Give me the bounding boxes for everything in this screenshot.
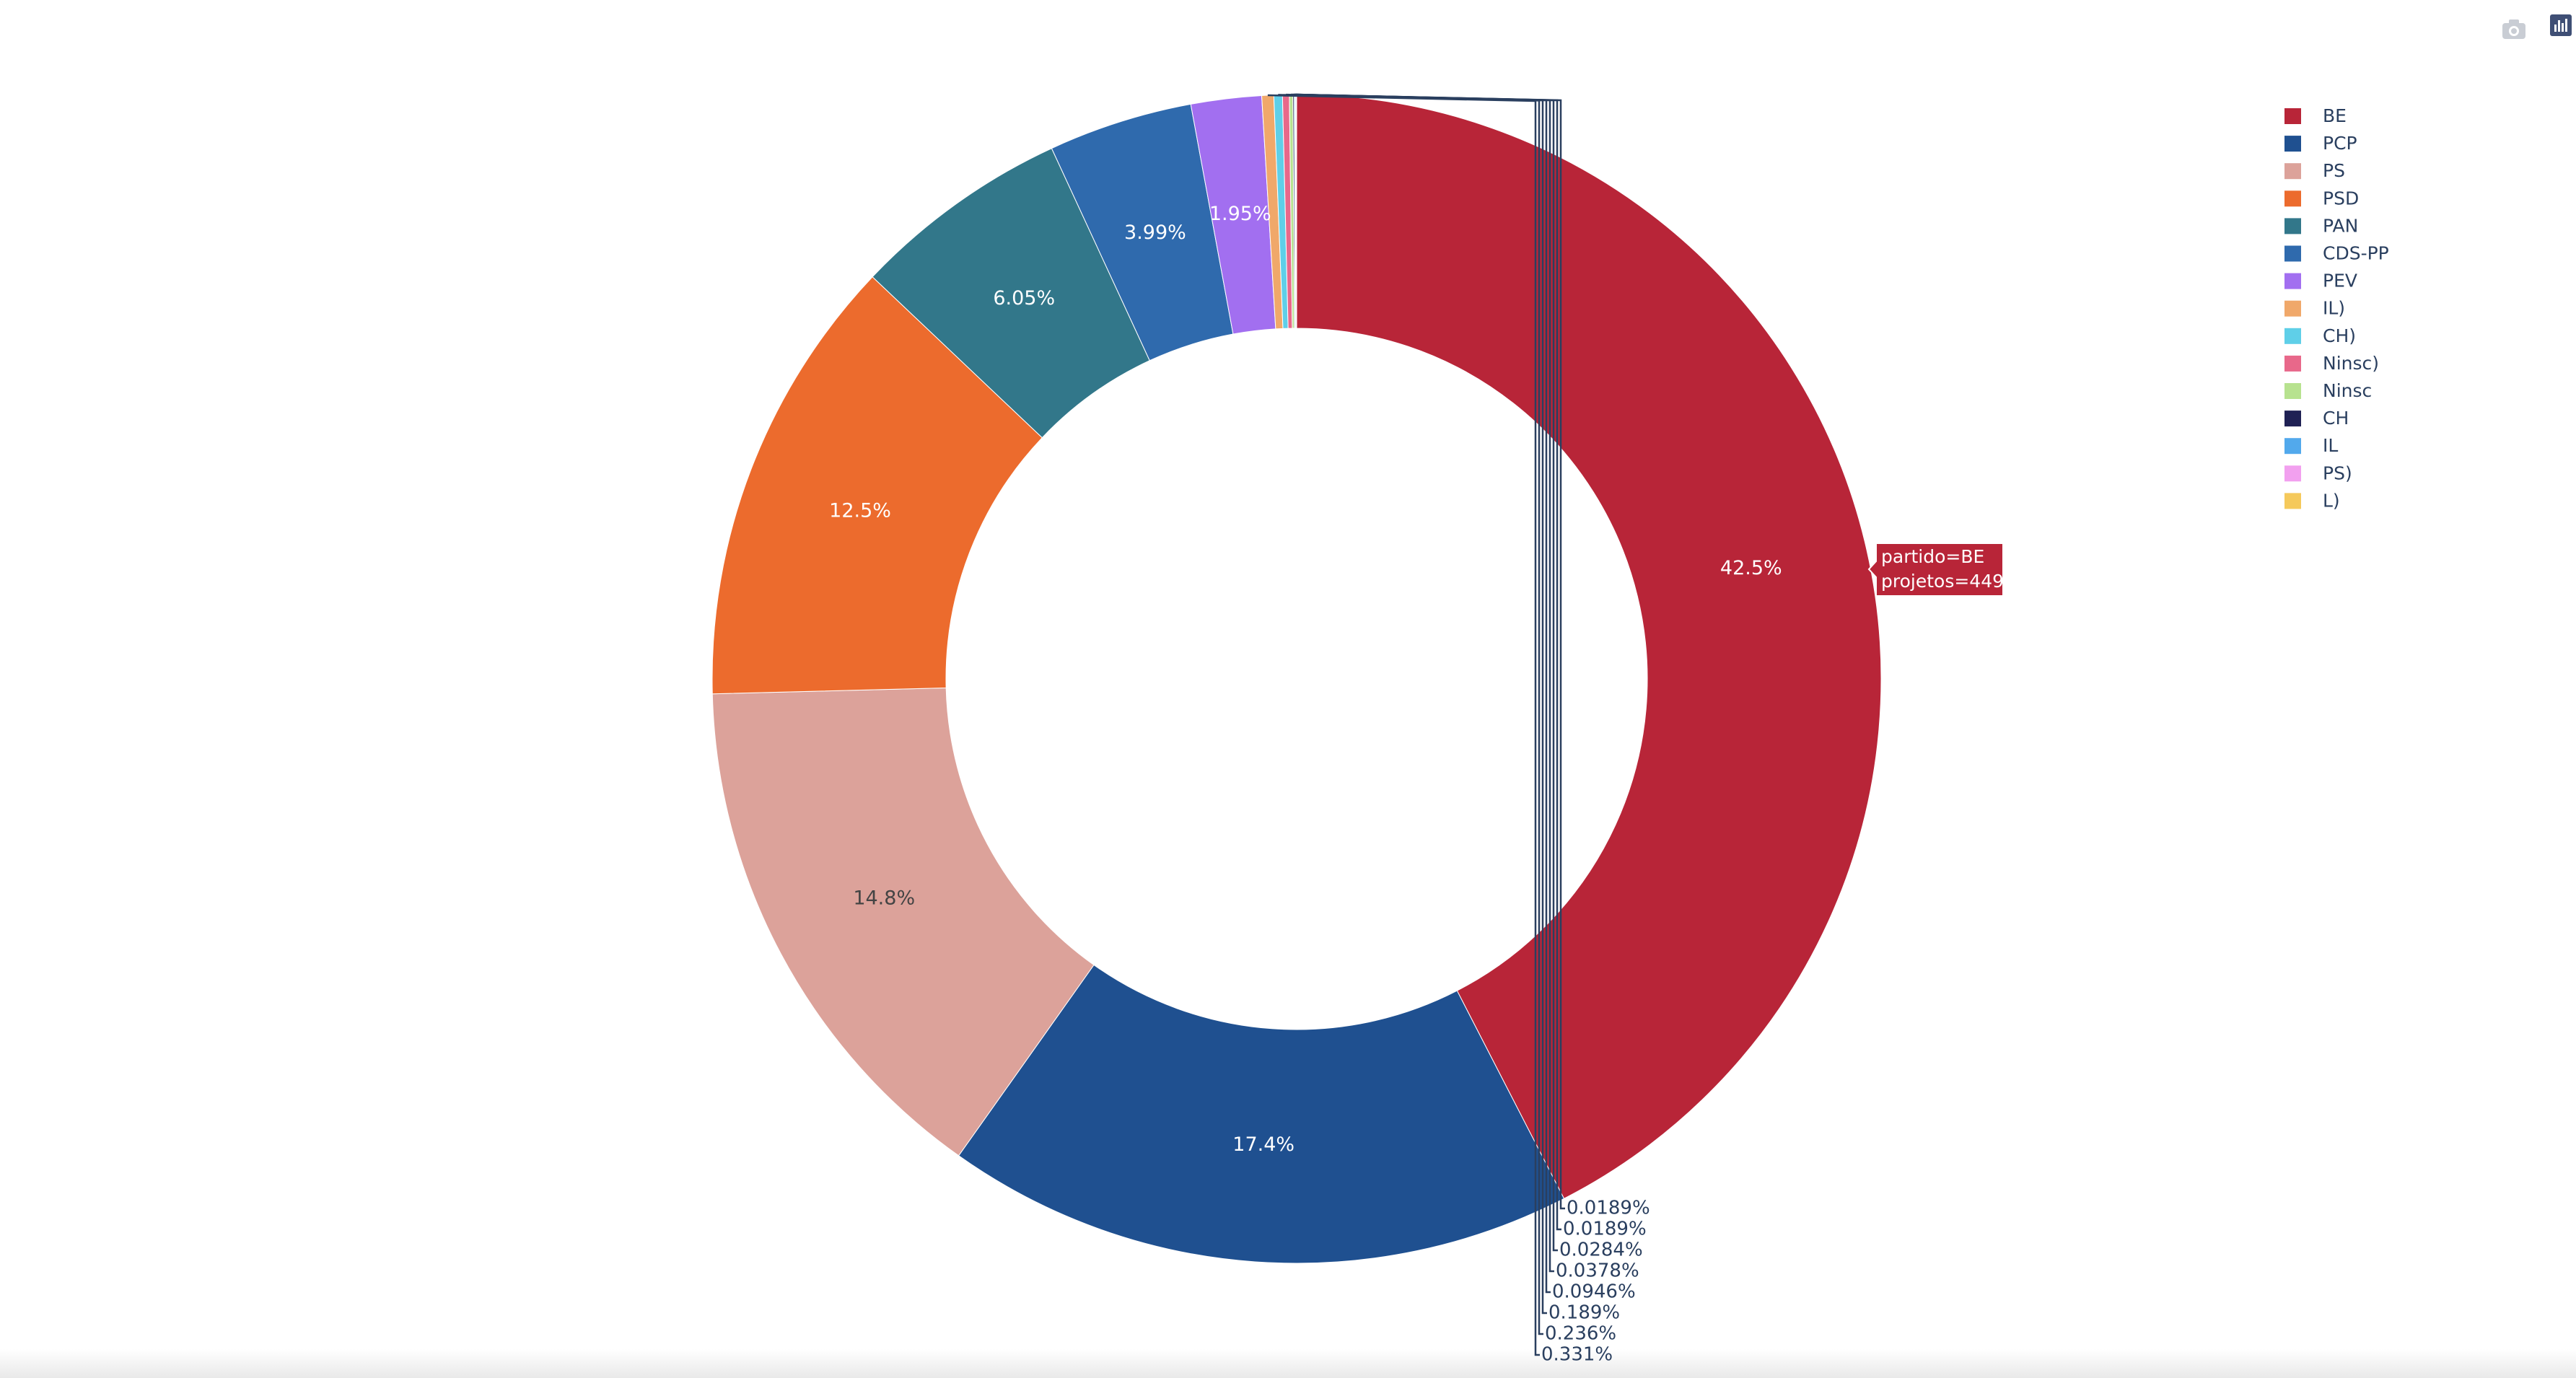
slice-label-outside: 0.0946% [1552,1281,1636,1303]
camera-button[interactable] [2502,19,2525,39]
slice-label: 3.99% [1124,221,1186,244]
legend-swatch [2284,245,2301,262]
pie-slice [1295,94,1297,329]
slice-label-outside: 0.0189% [1563,1219,1647,1240]
slice-label: 42.5% [1720,557,1782,579]
legend-swatch [2284,300,2301,317]
legend-swatch [2284,136,2301,152]
pie-slices [711,94,1882,1264]
legend-label: IL) [2323,298,2345,319]
hover-text: projetos=4492 [1881,571,2015,592]
legend-label: PS [2323,160,2345,181]
slice-label-outside: 0.0284% [1559,1239,1643,1261]
slice-label-outside: 0.189% [1548,1302,1620,1324]
legend-label: CH [2323,408,2349,429]
legend-swatch [2284,493,2301,509]
legend-label: PS) [2323,462,2352,483]
pie-slice [711,276,1043,695]
leader-line [1267,94,1540,1356]
legend-swatch [2284,218,2301,234]
legend-swatch [2284,108,2301,124]
slice-label-outside: 0.0378% [1556,1260,1639,1282]
legend-swatch [2284,355,2301,372]
legend-swatch [2284,328,2301,344]
legend-label: BE [2323,105,2347,126]
legend-label: PEV [2323,271,2357,291]
legend-label: PSD [2323,188,2359,209]
pie-slice [1296,94,1882,1199]
plotly-logo[interactable] [2550,14,2572,36]
legend-label: Ninsc) [2323,353,2379,374]
slice-label-outside: 0.0189% [1567,1198,1650,1219]
pie-slice [711,687,1095,1157]
legend-label: IL [2323,435,2338,456]
legend-swatch [2284,465,2301,482]
hover-label: partido=BE projetos=4492 [1867,543,2015,597]
legend-label: PCP [2323,133,2357,154]
slice-label: 14.8% [853,887,915,909]
legend-swatch [2284,438,2301,455]
legend-swatch [2284,163,2301,180]
hover-box [1867,543,2004,597]
legend-label: PAN [2323,215,2358,236]
legend-swatch [2284,190,2301,207]
legend-swatch [2284,273,2301,289]
legend: BE PCP PS PSD PAN CDS-PP PEV IL) CH) Ninsc) Ninsc C… [2284,105,2389,511]
modebar [2502,14,2572,39]
legend-label: CH) [2323,325,2356,346]
slice-label-outside: 0.331% [1541,1344,1613,1366]
hover-text: partido=BE [1881,546,1984,567]
legend-swatch [2284,411,2301,427]
footer-shade [0,1349,2576,1378]
slice-label: 17.4% [1232,1133,1294,1156]
legend-label: L) [2323,490,2340,511]
slice-labels: 42.5% 17.4% 14.8% 12.5% 6.05% 3.99% 1.95% 0.018… [829,93,1782,1366]
slice-label: 6.05% [993,287,1055,310]
legend-label: CDS-PP [2323,243,2389,264]
legend-label: Ninsc [2323,380,2372,401]
legend-swatch [2284,383,2301,399]
pie-slice [958,964,1565,1264]
slice-label: 1.95% [1209,203,1271,225]
slice-label: 12.5% [829,499,891,522]
slice-label-outside: 0.236% [1545,1323,1616,1345]
